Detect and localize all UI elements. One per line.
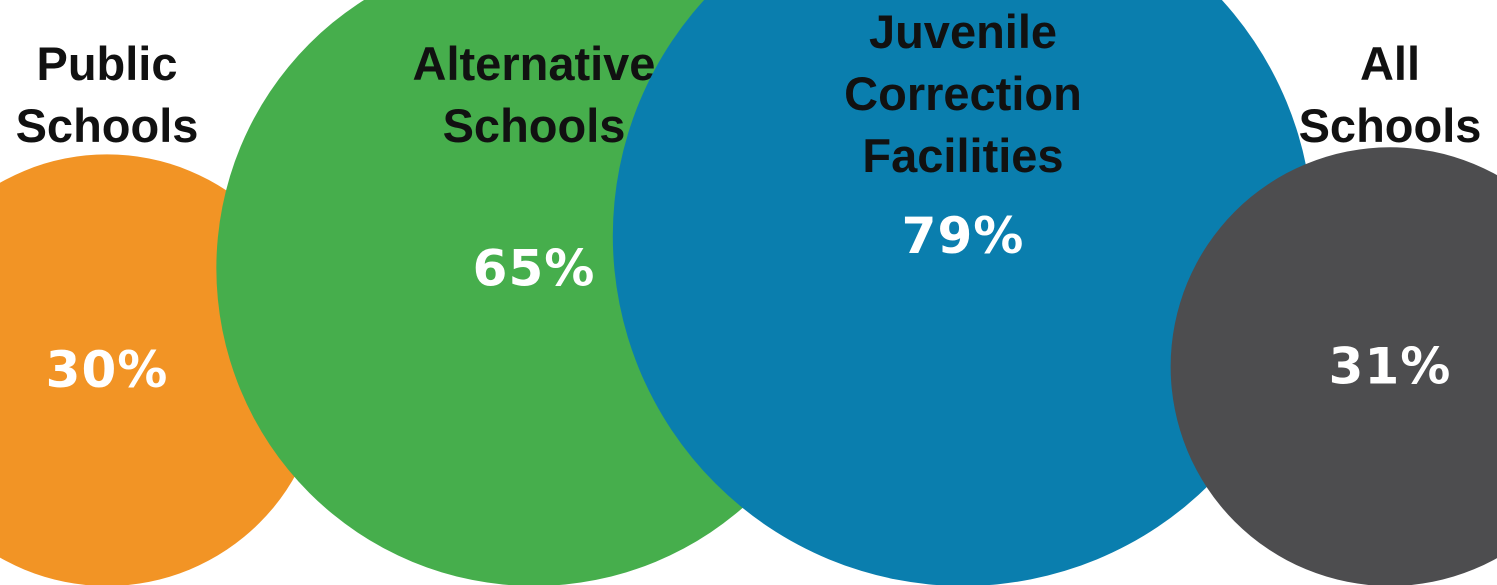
category-label-line: Facilities	[862, 129, 1063, 182]
category-label-line: Juvenile	[869, 5, 1057, 58]
category-label-line: Correction	[844, 67, 1082, 120]
value-label-public-schools: 30%	[46, 341, 169, 399]
value-label-alternative-schools: 65%	[473, 239, 596, 297]
category-label-public-schools: Public Schools	[16, 37, 199, 152]
category-label-alternative-schools: Alternative Schools	[413, 37, 656, 152]
category-label-line: Alternative	[413, 37, 656, 90]
category-label-line: Schools	[443, 99, 626, 152]
bubble-group-juvenile-correction-facilities: 79% Juvenile Correction Facilities	[612, 0, 1314, 585]
bubble-all-schools	[1170, 147, 1497, 585]
category-label-all-schools: All Schools	[1299, 37, 1482, 152]
bubble-juvenile-correction-facilities	[612, 0, 1314, 585]
category-label-line: Schools	[1299, 99, 1482, 152]
category-label-line: All	[1360, 37, 1420, 90]
category-label-line: Public	[36, 37, 177, 90]
category-label-line: Schools	[16, 99, 199, 152]
category-label-juvenile-correction-facilities: Juvenile Correction Facilities	[844, 5, 1082, 182]
value-label-all-schools: 31%	[1329, 338, 1452, 396]
bubble-group-all-schools: 31% All Schools	[1170, 37, 1497, 585]
value-label-juvenile-correction-facilities: 79%	[902, 207, 1025, 265]
